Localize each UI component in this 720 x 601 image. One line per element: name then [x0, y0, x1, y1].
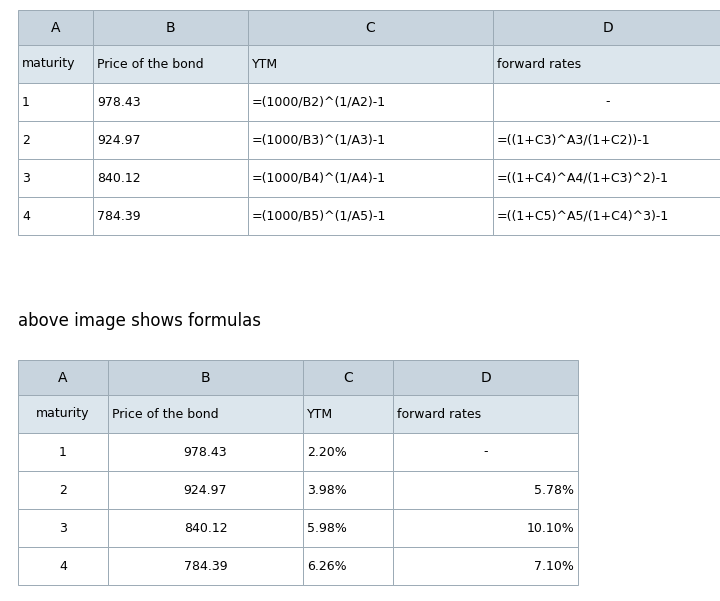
Text: B: B	[201, 370, 210, 385]
Bar	[493, 121, 720, 159]
Text: -: -	[483, 445, 487, 459]
Bar	[18, 360, 108, 395]
Text: =(1000/B5)^(1/A5)-1: =(1000/B5)^(1/A5)-1	[252, 210, 387, 222]
Text: 978.43: 978.43	[97, 96, 140, 109]
Text: 1: 1	[59, 445, 67, 459]
Bar	[393, 360, 578, 395]
Bar	[18, 10, 93, 45]
Bar	[93, 10, 248, 45]
Text: maturity: maturity	[22, 58, 76, 70]
Bar	[248, 10, 493, 45]
Bar	[303, 509, 393, 547]
Bar	[493, 159, 720, 197]
Text: C: C	[343, 370, 353, 385]
Bar	[93, 159, 248, 197]
Bar	[393, 547, 578, 585]
Text: Price of the bond: Price of the bond	[97, 58, 204, 70]
Text: forward rates: forward rates	[497, 58, 581, 70]
Bar	[393, 395, 578, 433]
Bar	[248, 121, 493, 159]
Bar	[393, 433, 578, 471]
Text: C: C	[366, 20, 375, 34]
Text: =(1000/B3)^(1/A3)-1: =(1000/B3)^(1/A3)-1	[252, 133, 386, 147]
Text: 1: 1	[22, 96, 30, 109]
Text: YTM: YTM	[307, 407, 333, 421]
Bar	[18, 395, 108, 433]
Bar	[248, 45, 493, 83]
Text: 840.12: 840.12	[184, 522, 228, 534]
Bar	[93, 45, 248, 83]
Text: 3: 3	[22, 171, 30, 185]
Text: =((1+C4)^A4/(1+C3)^2)-1: =((1+C4)^A4/(1+C3)^2)-1	[497, 171, 669, 185]
Bar	[393, 471, 578, 509]
Text: B: B	[166, 20, 175, 34]
Bar	[108, 547, 303, 585]
Bar	[248, 83, 493, 121]
Text: 784.39: 784.39	[97, 210, 140, 222]
Text: 7.10%: 7.10%	[534, 560, 574, 573]
Bar	[303, 360, 393, 395]
Text: YTM: YTM	[252, 58, 278, 70]
Text: =(1000/B2)^(1/A2)-1: =(1000/B2)^(1/A2)-1	[252, 96, 386, 109]
Text: above image shows formulas: above image shows formulas	[18, 312, 261, 330]
Bar	[18, 433, 108, 471]
Bar	[18, 159, 93, 197]
Bar	[18, 547, 108, 585]
Bar	[93, 83, 248, 121]
Text: 784.39: 784.39	[184, 560, 228, 573]
Text: 5.78%: 5.78%	[534, 483, 574, 496]
Bar	[493, 45, 720, 83]
Text: 978.43: 978.43	[184, 445, 228, 459]
Text: A: A	[50, 20, 60, 34]
Bar	[108, 395, 303, 433]
Text: =((1+C5)^A5/(1+C4)^3)-1: =((1+C5)^A5/(1+C4)^3)-1	[497, 210, 670, 222]
Text: 10.10%: 10.10%	[526, 522, 574, 534]
Text: 2: 2	[59, 483, 67, 496]
Bar	[248, 159, 493, 197]
Bar	[108, 433, 303, 471]
Text: Price of the bond: Price of the bond	[112, 407, 219, 421]
Bar	[108, 471, 303, 509]
Bar	[108, 509, 303, 547]
Bar	[18, 197, 93, 235]
Bar	[303, 433, 393, 471]
Bar	[18, 45, 93, 83]
Text: A: A	[58, 370, 68, 385]
Text: 2: 2	[22, 133, 30, 147]
Text: 924.97: 924.97	[97, 133, 140, 147]
Text: D: D	[480, 370, 491, 385]
Text: 4: 4	[59, 560, 67, 573]
Bar	[303, 547, 393, 585]
Bar	[303, 471, 393, 509]
Text: -: -	[606, 96, 611, 109]
Text: forward rates: forward rates	[397, 407, 481, 421]
Text: 4: 4	[22, 210, 30, 222]
Bar	[493, 83, 720, 121]
Text: 6.26%: 6.26%	[307, 560, 346, 573]
Text: 840.12: 840.12	[97, 171, 140, 185]
Bar	[493, 197, 720, 235]
Bar	[303, 395, 393, 433]
Bar	[493, 10, 720, 45]
Text: 5.98%: 5.98%	[307, 522, 347, 534]
Bar	[93, 121, 248, 159]
Bar	[108, 360, 303, 395]
Text: =(1000/B4)^(1/A4)-1: =(1000/B4)^(1/A4)-1	[252, 171, 386, 185]
Text: maturity: maturity	[36, 407, 90, 421]
Text: =((1+C3)^A3/(1+C2))-1: =((1+C3)^A3/(1+C2))-1	[497, 133, 651, 147]
Bar	[248, 197, 493, 235]
Text: 2.20%: 2.20%	[307, 445, 347, 459]
Bar	[393, 509, 578, 547]
Bar	[18, 83, 93, 121]
Bar	[18, 121, 93, 159]
Bar	[93, 197, 248, 235]
Bar	[18, 471, 108, 509]
Text: 3.98%: 3.98%	[307, 483, 347, 496]
Bar	[18, 509, 108, 547]
Text: D: D	[603, 20, 613, 34]
Text: 3: 3	[59, 522, 67, 534]
Text: 924.97: 924.97	[184, 483, 228, 496]
